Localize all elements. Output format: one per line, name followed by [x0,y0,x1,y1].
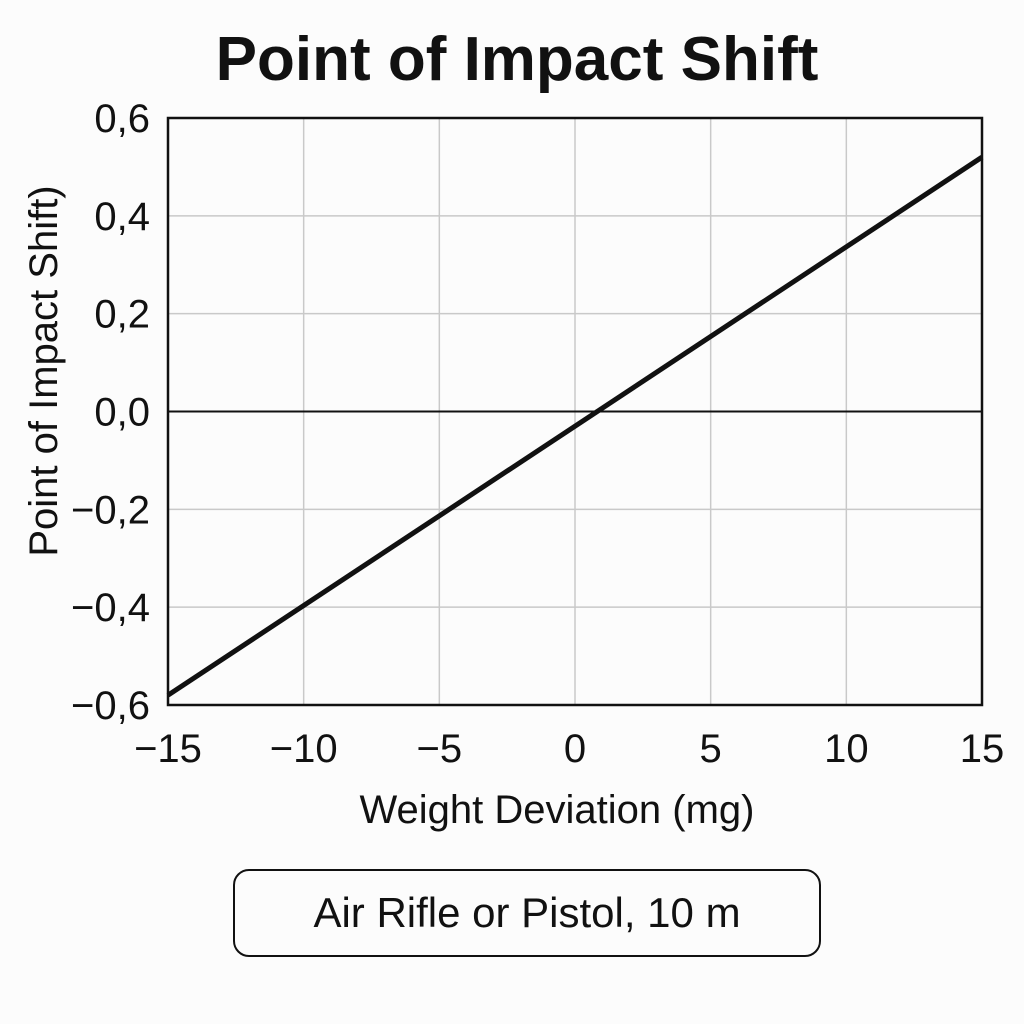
series-layer [166,155,984,698]
y-tick-label-2: −0,2 [71,488,150,532]
plot-frame [166,116,984,707]
x-tick-label-2: −5 [417,727,463,771]
x-tick-label-5: 10 [824,727,869,771]
y-tick-label-4: 0,2 [94,293,150,337]
x-axis-ticks: −15 −10 −5 0 5 10 15 [134,727,1004,771]
x-axis-label: Weight Deviation (mg) [360,788,755,832]
y-tick-label-0: −0,6 [71,684,150,728]
y-axis-ticks: −0,6 −0,4 −0,2 0,0 0,2 0,4 0,6 [71,97,150,728]
caption-text: Air Rifle or Pistol, 10 m [313,889,741,936]
x-tick-label-3: 0 [564,727,586,771]
series-line-0 [166,155,984,698]
x-tick-label-4: 5 [700,727,722,771]
y-tick-label-6: 0,6 [94,97,150,141]
y-tick-label-1: −0,4 [71,586,150,630]
y-axis-label: Point of Impact Shift) [22,185,66,556]
x-tick-label-1: −10 [270,727,338,771]
x-tick-label-0: −15 [134,727,202,771]
chart-title: Point of Impact Shift [216,25,819,94]
y-tick-label-5: 0,4 [94,195,150,239]
y-tick-label-3: 0,0 [94,391,150,435]
x-tick-label-6: 15 [960,727,1005,771]
caption-box: Air Rifle or Pistol, 10 m [233,869,821,957]
